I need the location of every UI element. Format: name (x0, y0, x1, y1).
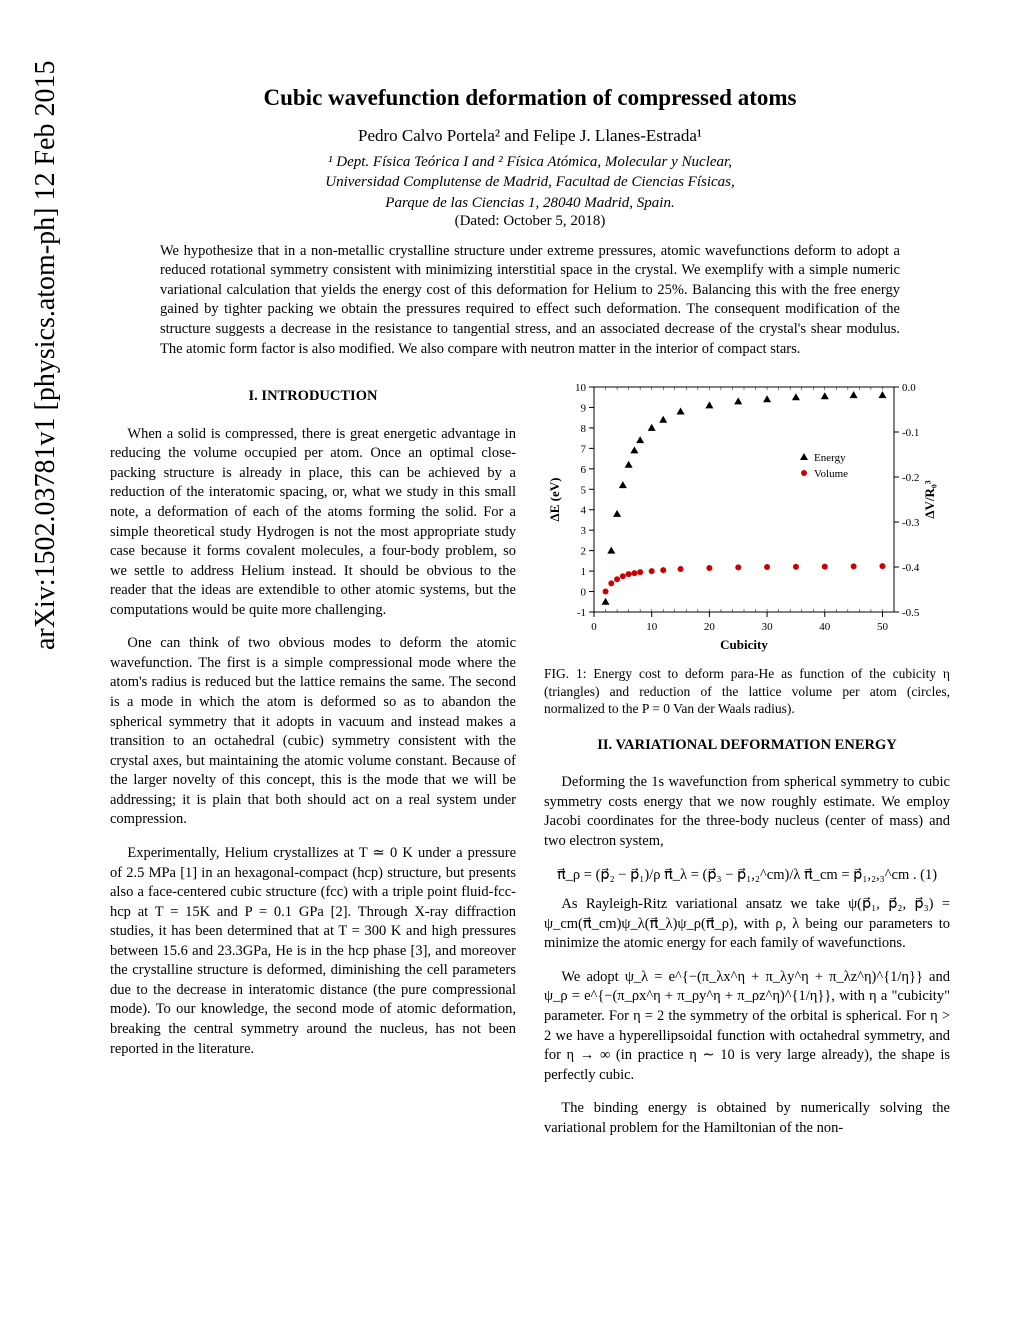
figure-1-chart: 0 10 20 30 40 50 -1 0 1 2 3 4 5 6 7 8 9 10 0.0 -0.1 -0.2 -0.3… (544, 377, 944, 657)
svg-text:9: 9 (581, 403, 587, 415)
body-paragraph-3: The binding energy is obtained by numeri… (544, 1099, 950, 1138)
svg-text:-0.2: -0.2 (902, 472, 919, 484)
two-column-body: I. INTRODUCTION When a solid is compress… (110, 377, 950, 1152)
svg-text:0: 0 (581, 587, 587, 599)
intro-paragraph-2: One can think of two obvious modes to de… (110, 634, 516, 830)
section-2-heading: II. VARIATIONAL DEFORMATION ENERGY (544, 736, 950, 756)
svg-text:Energy: Energy (814, 452, 846, 464)
equation-1: π⃗_ρ = (p⃗₂ − p⃗₁)/ρ π⃗_λ = (p⃗₃ − p⃗₁,₂… (544, 866, 950, 886)
figure-1: 0 10 20 30 40 50 -1 0 1 2 3 4 5 6 7 8 9 10 0.0 -0.1 -0.2 -0.3… (544, 377, 950, 657)
paper-page: Cubic wavefunction deformation of compre… (0, 0, 1020, 1192)
section-1-heading: I. INTRODUCTION (110, 387, 516, 407)
svg-text:4: 4 (581, 505, 587, 517)
dated-line: (Dated: October 5, 2018) (110, 213, 950, 230)
body-paragraph-2a: As Rayleigh-Ritz variational ansatz we t… (544, 895, 950, 954)
svg-text:30: 30 (762, 621, 774, 633)
paper-title: Cubic wavefunction deformation of compre… (110, 85, 950, 111)
svg-text:-0.4: -0.4 (902, 562, 920, 574)
svg-text:-0.1: -0.1 (902, 427, 919, 439)
paper-authors: Pedro Calvo Portela² and Felipe J. Llane… (110, 126, 950, 146)
svg-text:0.0: 0.0 (902, 382, 916, 394)
svg-text:ΔV/R₀³: ΔV/R₀³ (922, 480, 937, 518)
affiliation-line-1: ¹ Dept. Física Teórica I and ² Física At… (110, 152, 950, 172)
svg-text:5: 5 (581, 484, 587, 496)
svg-text:-0.3: -0.3 (902, 517, 920, 529)
svg-text:-1: -1 (577, 607, 586, 619)
svg-text:8: 8 (581, 423, 587, 435)
affiliation-line-2: Universidad Complutense de Madrid, Facul… (110, 172, 950, 192)
abstract: We hypothesize that in a non-metallic cr… (160, 242, 900, 359)
intro-paragraph-1: When a solid is compressed, there is gre… (110, 425, 516, 621)
svg-text:1: 1 (581, 566, 587, 578)
svg-text:7: 7 (581, 443, 587, 455)
svg-text:10: 10 (575, 382, 587, 394)
body-paragraph-1: Deforming the 1s wavefunction from spher… (544, 773, 950, 851)
svg-text:50: 50 (877, 621, 889, 633)
svg-text:Cubicity: Cubicity (720, 637, 768, 652)
left-column: I. INTRODUCTION When a solid is compress… (110, 377, 516, 1152)
body-paragraph-2b: We adopt ψ_λ = e^{−(π_λx^η + π_λy^η + π_… (544, 968, 950, 1085)
svg-text:20: 20 (704, 621, 716, 633)
svg-text:-0.5: -0.5 (902, 607, 920, 619)
intro-paragraph-3: Experimentally, Helium crystallizes at T… (110, 844, 516, 1059)
svg-text:0: 0 (591, 621, 597, 633)
svg-text:40: 40 (819, 621, 831, 633)
svg-text:10: 10 (646, 621, 658, 633)
svg-text:ΔE (eV): ΔE (eV) (547, 478, 562, 522)
svg-text:2: 2 (581, 546, 587, 558)
svg-text:6: 6 (581, 464, 587, 476)
svg-text:Volume: Volume (814, 468, 848, 480)
affiliation-line-3: Parque de las Ciencias 1, 28040 Madrid, … (110, 193, 950, 213)
figure-1-caption: FIG. 1: Energy cost to deform para-He as… (544, 665, 950, 718)
svg-text:3: 3 (581, 525, 587, 537)
right-column: 0 10 20 30 40 50 -1 0 1 2 3 4 5 6 7 8 9 10 0.0 -0.1 -0.2 -0.3… (544, 377, 950, 1152)
